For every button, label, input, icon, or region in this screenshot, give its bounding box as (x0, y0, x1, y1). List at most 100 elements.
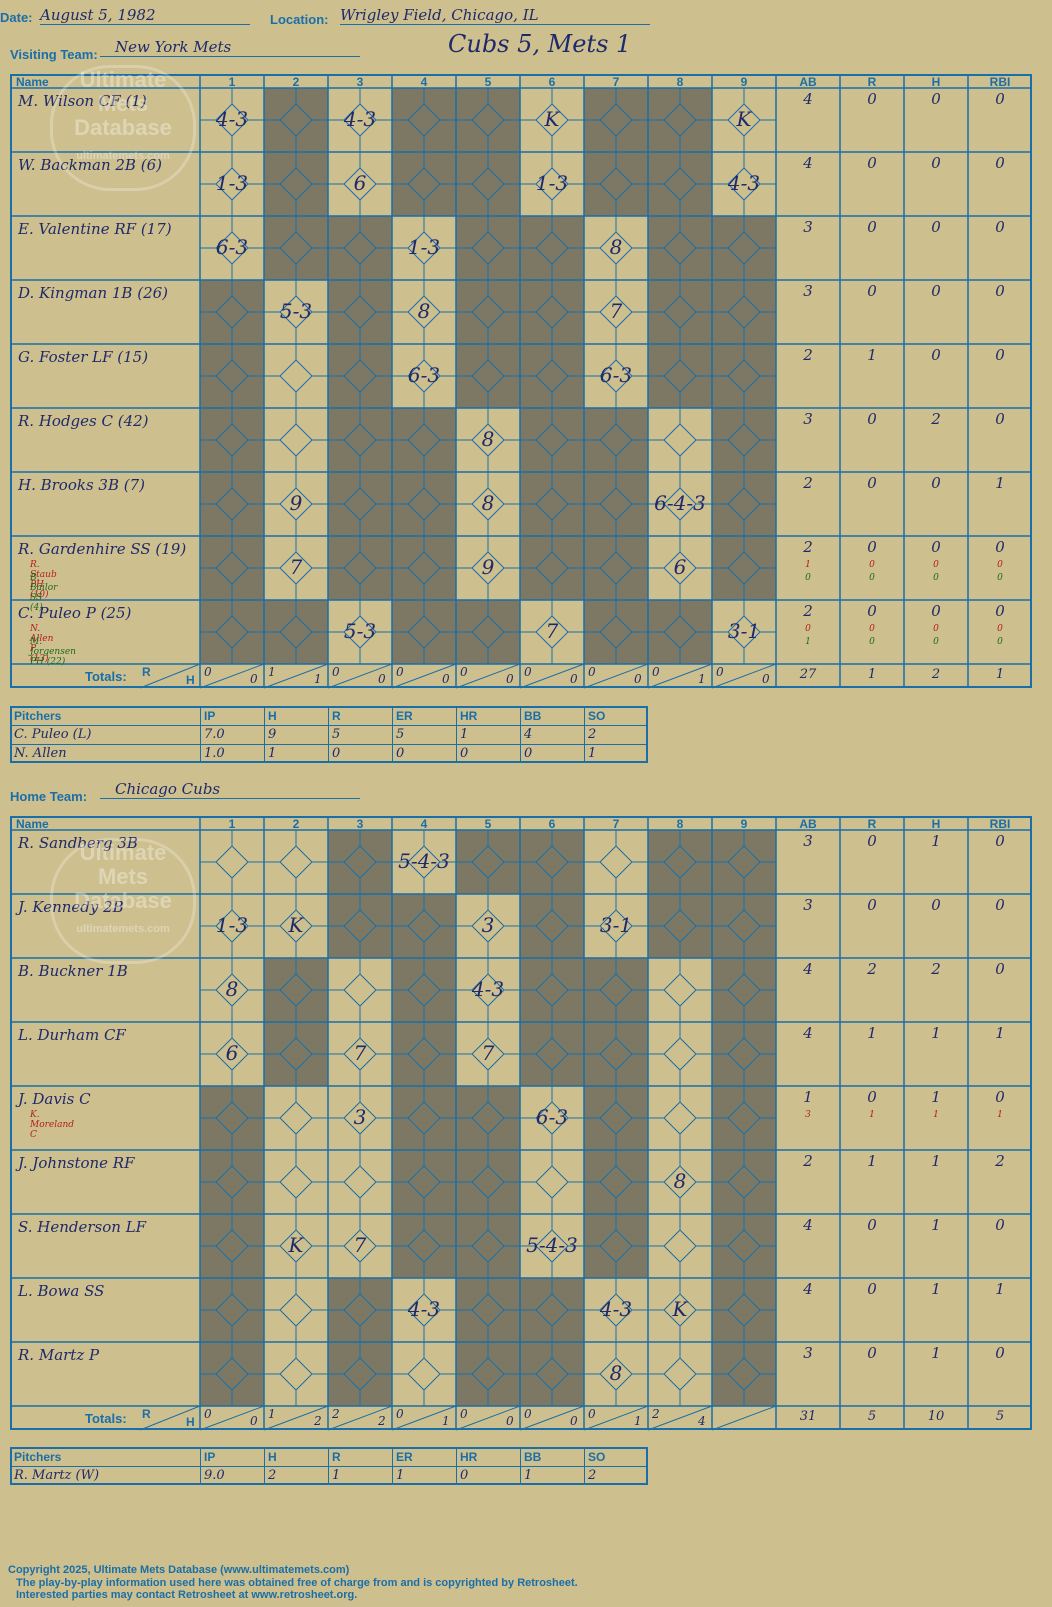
player-stat: 1 (867, 1152, 877, 1170)
pitcher-stat: 9.0 (204, 1468, 225, 1483)
pitcher-stat: 9 (268, 727, 277, 742)
inning-runs-total: 0 (332, 665, 340, 679)
player-stat: 4 (803, 1280, 813, 1298)
date-label: Date: (0, 10, 33, 25)
player-name: B. Buckner 1B (18, 962, 128, 980)
retrosheet-contact: Interested parties may contact Retroshee… (16, 1589, 358, 1601)
at-bat-result: 1-3 (215, 913, 249, 937)
player-stat: 1 (995, 1024, 1005, 1042)
substitute-stat: 0 (805, 624, 811, 634)
inning-hits-total: 1 (698, 672, 706, 686)
inning-runs-total: 2 (332, 1407, 340, 1421)
at-bat-result: 8 (673, 1169, 687, 1193)
player-name: E. Valentine RF (17) (18, 220, 172, 238)
player-stat: 0 (995, 410, 1005, 428)
inning-hits-total: 0 (378, 672, 386, 686)
pitching-column-divider (456, 1447, 457, 1485)
home-team-name: Chicago Cubs (100, 780, 360, 799)
inning-hits-total: 2 (378, 1414, 386, 1428)
stat-header: RBI (989, 817, 1011, 831)
player-stat: 0 (995, 1216, 1005, 1234)
inning-runs-total: 0 (716, 665, 724, 679)
pitcher-stat: 0 (396, 746, 405, 761)
pitcher-stat: 1 (396, 1468, 405, 1483)
player-stat: 1 (995, 1280, 1005, 1298)
player-stat: 0 (995, 90, 1005, 108)
pitching-header: SO (588, 1450, 606, 1464)
player-stat: 1 (803, 1088, 813, 1106)
watermark-logo: Ultimate Mets Database ultimatemets.com (50, 65, 196, 191)
pitching-row-divider (10, 725, 648, 726)
substitute-stat: 1 (933, 1110, 939, 1120)
totals-label: Totals: (85, 669, 127, 684)
player-stat: 0 (995, 218, 1005, 236)
team-stat-total: 31 (799, 1409, 817, 1424)
at-bat-result: 6-4-3 (654, 491, 706, 515)
pitching-header: R (332, 1450, 341, 1464)
pitching-column-divider (456, 706, 457, 763)
substitute-name: N. Allen P (13) (30, 624, 54, 664)
team-stat-total: 10 (927, 1409, 945, 1424)
pitcher-stat: 1.0 (204, 746, 225, 761)
inning-runs-total: 0 (396, 665, 404, 679)
player-stat: 2 (803, 538, 813, 556)
pitcher-stat: 0 (524, 746, 533, 761)
visiting-team-name: New York Mets (100, 38, 360, 57)
player-stat: 4 (803, 960, 813, 978)
pitching-column-divider (328, 706, 329, 763)
pitcher-stat: 0 (460, 1468, 469, 1483)
inning-hits-total: 1 (314, 672, 322, 686)
at-bat-result: 7 (609, 299, 623, 323)
player-stat: 1 (931, 1280, 941, 1298)
player-stat: 1 (867, 1024, 877, 1042)
inning-runs-total: 0 (588, 1407, 596, 1421)
player-stat: 4 (803, 90, 813, 108)
inning-header: 9 (740, 75, 748, 89)
home-team-label: Home Team: (10, 789, 88, 804)
inning-runs-total: 0 (396, 1407, 404, 1421)
player-stat: 0 (931, 154, 941, 172)
inning-header: 3 (356, 817, 364, 831)
player-stat: 0 (995, 960, 1005, 978)
inning-header: 4 (420, 817, 428, 831)
pitcher-stat: 1 (524, 1468, 533, 1483)
pitching-column-divider (200, 706, 201, 763)
player-stat: 0 (867, 896, 877, 914)
inning-runs-total: 1 (268, 1407, 276, 1421)
at-bat-result: K (288, 1233, 304, 1257)
at-bat-result: 7 (545, 619, 559, 643)
inning-hits-total: 0 (250, 1414, 258, 1428)
player-stat: 0 (995, 282, 1005, 300)
pitching-header: ER (396, 709, 413, 723)
substitute-stat: 0 (869, 573, 875, 583)
inning-header: 3 (356, 75, 364, 89)
at-bat-result: 4-3 (343, 107, 377, 131)
location-label: Location: (270, 12, 329, 27)
substitute-stat: 1 (997, 1110, 1003, 1120)
at-bat-result: 3-1 (727, 619, 761, 643)
pitching-column-divider (328, 1447, 329, 1485)
inning-runs-total: 0 (588, 665, 596, 679)
inning-hits-total: 0 (570, 1414, 578, 1428)
inning-hits-total: 0 (570, 672, 578, 686)
inning-hits-total: 0 (442, 672, 450, 686)
player-stat: 3 (803, 410, 813, 428)
inning-runs-total: 2 (652, 1407, 660, 1421)
substitute-stat: 0 (997, 573, 1003, 583)
pitching-column-divider (520, 706, 521, 763)
player-stat: 1 (931, 1344, 941, 1362)
player-stat: 0 (867, 538, 877, 556)
player-stat: 1 (931, 1024, 941, 1042)
player-stat: 0 (931, 474, 941, 492)
at-bat-result: 7 (353, 1041, 367, 1065)
player-name: L. Bowa SS (18, 1282, 105, 1300)
stat-header: R (867, 75, 877, 89)
inning-hits-total: 1 (442, 1414, 450, 1428)
inning-header: 5 (484, 75, 492, 89)
pitching-column-divider (584, 706, 585, 763)
team-stat-total: 2 (931, 667, 941, 682)
inning-header: 7 (612, 75, 620, 89)
player-name: J. Johnstone RF (18, 1154, 135, 1172)
pitching-frame (10, 706, 648, 763)
inning-header: 8 (676, 817, 684, 831)
